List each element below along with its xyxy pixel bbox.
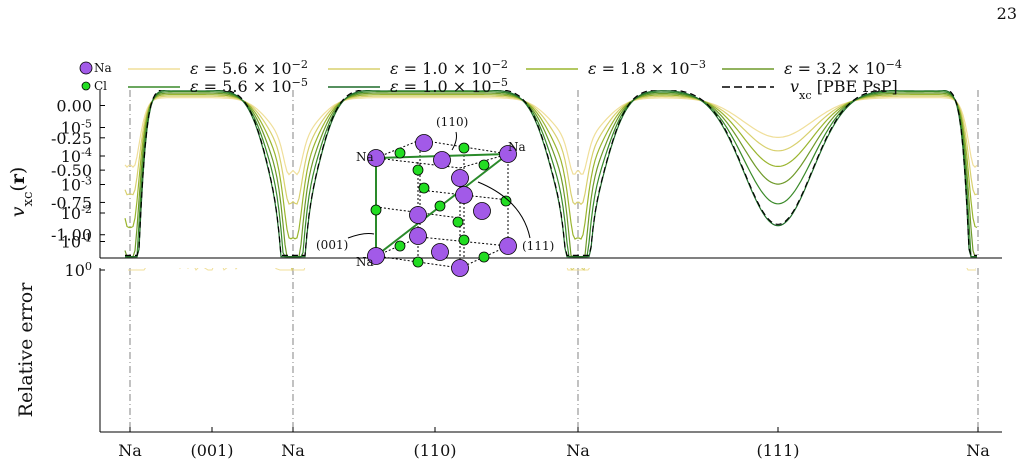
series-line-3 [124, 92, 977, 258]
x-tick-label: Na [566, 441, 590, 460]
legend-na-label: Na [94, 61, 112, 75]
cl-atom [394, 240, 406, 252]
bottom-y-axis-label: Relative error [15, 282, 37, 418]
na-atom [367, 149, 385, 167]
legend-label-ref: vxc [PBE PsP] [790, 77, 898, 102]
bottom-y-tick-label: 10-2 [61, 203, 92, 224]
legend-label-4: ε = 5.6 × 10−5 [190, 76, 308, 97]
cl-atom [478, 251, 490, 263]
legend-label-3: ε = 3.2 × 10−4 [784, 58, 902, 79]
bottom-y-tick-label: 10-3 [61, 174, 92, 195]
legend-label-2: ε = 1.8 × 10−3 [588, 58, 706, 79]
series-line-1 [124, 95, 978, 206]
inset-label-110: (110) [436, 115, 468, 129]
series-line-2 [124, 94, 978, 240]
cl-atom [478, 159, 490, 171]
na-atom [433, 151, 451, 169]
na-atom [409, 206, 427, 224]
top-y-tick-label: -0.75 [51, 193, 92, 212]
bottom-y-tick-label: 10-4 [61, 146, 92, 167]
top-y-tick-label: -0.50 [51, 161, 92, 180]
cl-atom [434, 200, 446, 212]
na-atom [455, 186, 473, 204]
cl-atom [412, 256, 424, 268]
reference-line [125, 90, 977, 256]
bottom-y-tick-label: 10-1 [61, 231, 92, 252]
cl-atom [370, 204, 382, 216]
na-atom [451, 259, 469, 277]
inset-label-na-bottom: Na [356, 255, 374, 269]
legend-label-5: ε = 1.0 × 10−5 [390, 76, 508, 97]
crystal-inset [347, 131, 531, 277]
bottom-y-tick-label: 100 [65, 260, 92, 281]
inset-label-111: (111) [522, 239, 554, 253]
na-atom [451, 169, 469, 187]
legend-cl-marker [81, 81, 91, 91]
cl-atom [500, 195, 512, 207]
arrow-110 [451, 131, 457, 151]
top-y-tick-label: -1.00 [51, 226, 92, 245]
na-atom [499, 237, 517, 255]
x-tick-label: (111) [756, 441, 799, 460]
legend-label-1: ε = 1.0 × 10−2 [390, 58, 508, 79]
legend-label-0: ε = 5.6 × 10−2 [190, 58, 308, 79]
arrow-111 [477, 181, 531, 239]
error-line-2 [128, 194, 976, 264]
legend-na-marker [79, 61, 93, 75]
x-tick-label: Na [966, 441, 990, 460]
inset-label-na-left: Na [356, 150, 374, 164]
x-tick-label: Na [281, 441, 305, 460]
cl-atom [458, 142, 470, 154]
error-line-3 [128, 172, 976, 245]
top-y-tick-label: 0.00 [56, 97, 92, 116]
series-line-5 [125, 90, 977, 258]
na-atom [409, 227, 427, 245]
na-atom [473, 202, 491, 220]
na-atom [367, 247, 385, 265]
x-tick-label: Na [118, 441, 142, 460]
cl-atom [458, 234, 470, 246]
cl-atom [394, 147, 406, 159]
cl-atom [418, 182, 430, 194]
legend-cl-label: Cl [94, 79, 107, 93]
cl-atom [452, 216, 464, 228]
top-y-axis-label: vxc(r) [7, 167, 36, 218]
inset-label-001: (001) [316, 238, 348, 252]
series-line-4 [125, 90, 977, 258]
page-number: 23 [996, 4, 1017, 23]
top-panel-series [124, 90, 978, 258]
error-line-5 [128, 129, 976, 211]
arrow-001 [347, 233, 375, 239]
x-tick-label: (110) [413, 441, 456, 460]
x-tick-label: (001) [190, 441, 233, 460]
na-atom [431, 243, 449, 261]
na-atom [499, 145, 517, 163]
top-y-tick-label: -0.25 [51, 129, 92, 148]
series-line-0 [124, 97, 978, 176]
cl-atom [412, 164, 424, 176]
inset-label-na-top: Na [508, 140, 526, 154]
bottom-y-tick-label: 10-5 [61, 117, 92, 138]
na-atom [415, 134, 433, 152]
